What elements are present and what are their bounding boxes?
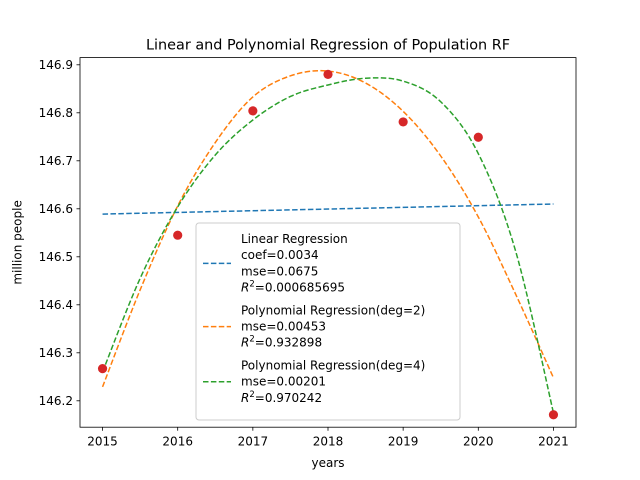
y-axis: 146.2 146.3 146.4 146.5 146.6 146.7 146.8 146.9 <box>39 58 80 408</box>
data-point <box>473 132 483 142</box>
data-point <box>97 364 108 374</box>
data-point <box>323 69 333 79</box>
data-point <box>548 410 559 420</box>
data-point <box>398 117 408 127</box>
legend-entry-text: R2=0.970242 <box>241 390 322 405</box>
legend-entry-text: R2=0.000685695 <box>241 280 345 295</box>
data-point <box>173 230 183 240</box>
legend-entry-text: mse=0.00201 <box>241 375 326 389</box>
legend-entry-text: Linear Regression <box>241 232 348 246</box>
legend-entry-text: mse=0.0675 <box>241 264 318 278</box>
y-axis-label: million people <box>11 200 25 284</box>
y-tick-label: 146.8 <box>39 106 73 120</box>
y-tick-label: 146.5 <box>39 250 73 264</box>
y-tick-label: 146.9 <box>39 58 73 72</box>
plot-area <box>97 69 559 420</box>
data-point <box>248 106 258 116</box>
x-axis-label: years <box>311 456 344 470</box>
legend: Linear Regression coef=0.0034 mse=0.0675 R2… <box>195 222 461 421</box>
legend-entry-text: R2=0.932898 <box>241 335 322 350</box>
x-tick-label: 2017 <box>238 435 269 449</box>
y-tick-label: 146.6 <box>39 202 73 216</box>
x-tick-label: 2018 <box>313 435 344 449</box>
legend-box <box>195 222 461 421</box>
y-tick-label: 146.3 <box>39 346 73 360</box>
y-tick-label: 146.2 <box>39 394 73 408</box>
x-tick-label: 2021 <box>538 435 569 449</box>
x-tick-label: 2020 <box>463 435 494 449</box>
series-line-poly2 <box>101 69 555 388</box>
y-tick-label: 146.7 <box>39 154 73 168</box>
x-tick-label: 2019 <box>388 435 419 449</box>
x-tick-label: 2015 <box>87 435 118 449</box>
x-axis: 2015 2016 2017 2018 2019 2020 2021 <box>87 427 569 449</box>
legend-entry-text: coef=0.0034 <box>241 248 319 262</box>
legend-entry-text: Polynomial Regression(deg=2) <box>241 303 425 317</box>
chart-title: Linear and Polynomial Regression of Popu… <box>146 38 510 54</box>
series-line-linear <box>102 203 554 215</box>
x-tick-label: 2016 <box>162 435 193 449</box>
legend-entry-text: mse=0.00453 <box>241 320 326 334</box>
series-line-poly4 <box>101 77 555 413</box>
y-tick-label: 146.4 <box>39 298 73 312</box>
legend-entry-text: Polynomial Regression(deg=4) <box>241 358 425 372</box>
